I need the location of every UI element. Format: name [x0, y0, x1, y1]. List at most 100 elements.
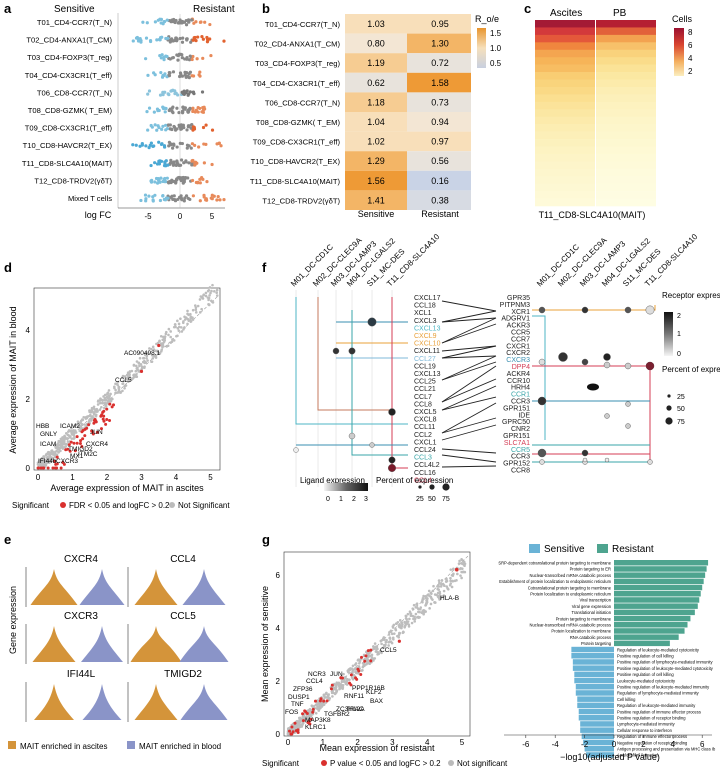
panel-a-point: [201, 125, 206, 130]
panel-g-bar-term-sensitive: Regulation of immune effector process: [617, 734, 687, 739]
panel-f-ligand-dot: [388, 408, 396, 416]
panel-a-point: [190, 123, 194, 127]
panel-f-ligand-label: CCL2: [414, 432, 432, 439]
panel-b-value-sensitive: 1.29: [367, 156, 385, 166]
panel-f-pct-tick: 25: [416, 496, 424, 503]
panel-g-point-sig: [357, 669, 361, 673]
panel-b-legend-tick: 0.5: [490, 59, 502, 68]
panel-d-point: [57, 439, 60, 443]
panel-g-point: [351, 669, 355, 673]
panel-g-point: [459, 574, 462, 577]
panel-a-point: [143, 193, 148, 197]
panel-b-colorbar: [477, 28, 486, 68]
panel-f-pct2-tick: 25: [677, 394, 685, 401]
panel-d-point-label: CXCR3: [56, 458, 78, 465]
panel-g-point: [319, 702, 322, 706]
panel-c-cell-ascites: [535, 34, 595, 43]
panel-c-cell-ascites: [535, 101, 595, 110]
panel-f-legend-ligand-tick: 1: [339, 496, 343, 503]
panel-g-bar-sensitive: [580, 721, 614, 727]
panel-d-point: [206, 296, 210, 299]
panel-a-point: [131, 143, 135, 147]
panel-g-point-label: DUSP1: [288, 694, 310, 701]
panel-g-bar-resistant: [614, 615, 691, 622]
panel-g-bar-sensitive: [581, 733, 614, 740]
panel-g-point: [442, 589, 446, 593]
panel-d-point: [42, 455, 45, 458]
panel-b-cell-resistant: [407, 170, 471, 191]
panel-letter-f: f: [262, 260, 267, 275]
panel-d-point-sig: [67, 443, 71, 447]
panel-d-point: [94, 413, 98, 417]
panel-a-point: [200, 90, 205, 94]
panel-a-point: [131, 39, 135, 43]
panel-a-point: [182, 107, 186, 111]
panel-a-point: [202, 161, 206, 165]
panel-d-point-sig: [91, 432, 95, 436]
panel-d-point-sig: [53, 459, 57, 463]
panel-g-bar-term-resistant: Translational initiation: [572, 610, 612, 615]
panel-f-link-left: [295, 297, 408, 425]
panel-d-ytick: 4: [26, 326, 31, 335]
panel-a-point: [161, 194, 165, 198]
panel-f-pair-link: [441, 424, 497, 441]
panel-f-pair-link: [441, 454, 497, 463]
panel-f-receptor-dot: [582, 457, 588, 463]
panel-d-point: [215, 291, 218, 295]
panel-c-cell-ascites: [535, 20, 595, 28]
panel-g-bar-term-resistant: RNA catabolic process: [570, 635, 611, 640]
panel-f-ligand-label: CXCL8: [414, 417, 437, 424]
panel-g-point: [449, 579, 452, 583]
panel-a-point: [198, 74, 202, 78]
panel-c-cell-pb: [596, 191, 656, 199]
panel-a-point: [176, 58, 180, 62]
panel-a-point: [172, 143, 176, 147]
panel-d-point: [134, 375, 138, 378]
panel-a-point: [188, 54, 192, 58]
panel-f-ligand-label: CCL4L2: [414, 462, 440, 469]
panel-f-receptor-label: SLC7A1: [504, 440, 530, 447]
panel-f-receptor-label: CCR3: [511, 399, 530, 406]
panel-a-point: [163, 110, 167, 114]
panel-d-point: [121, 382, 124, 386]
panel-g-bar-sensitive: [577, 696, 614, 702]
panel-f-receptor-label: CCR10: [507, 378, 530, 385]
panel-a-point: [215, 142, 219, 146]
panel-f-ligand-label: CXCL13: [414, 325, 441, 332]
panel-letter-b: b: [262, 1, 270, 16]
panel-c-cell-ascites: [535, 146, 595, 155]
panel-a-point: [196, 35, 200, 39]
panel-d-point: [106, 391, 110, 395]
panel-f-legend-ligand-tick: 3: [364, 496, 368, 503]
panel-a-point: [164, 36, 168, 41]
panel-a-point: [144, 197, 148, 201]
panel-a-point: [203, 107, 207, 111]
panel-a-point: [171, 88, 175, 92]
panel-d-point: [151, 357, 155, 360]
panel-g-point: [375, 650, 378, 654]
panel-a-point: [188, 197, 192, 202]
panel-g-point: [323, 694, 326, 698]
panel-f-receptor-label: CXCR1: [506, 343, 530, 350]
panel-d-frame: [33, 287, 221, 471]
panel-d-legend-nsig: Not Significant: [178, 501, 230, 510]
panel-g-bar-sensitive: [571, 646, 614, 653]
panel-g-point: [405, 620, 409, 623]
panel-d-point: [166, 344, 170, 348]
panel-d-point: [121, 389, 124, 393]
panel-g-point: [346, 678, 349, 682]
panel-letter-e: e: [4, 532, 11, 547]
panel-a-point: [165, 126, 169, 131]
panel-c-cell-ascites: [535, 57, 595, 65]
panel-g-point-sig: [369, 648, 373, 652]
panel-b-value-resistant: 1.58: [431, 78, 449, 88]
panel-g-point: [415, 603, 418, 606]
panel-a-point: [158, 54, 162, 58]
panel-g-point: [366, 657, 369, 661]
panel-g-point: [411, 607, 415, 610]
panel-f-pair-link: [441, 310, 497, 323]
panel-d-point: [102, 395, 105, 398]
panel-a-point: [152, 71, 156, 75]
panel-d-point: [191, 318, 195, 321]
panel-d-point: [140, 367, 144, 371]
